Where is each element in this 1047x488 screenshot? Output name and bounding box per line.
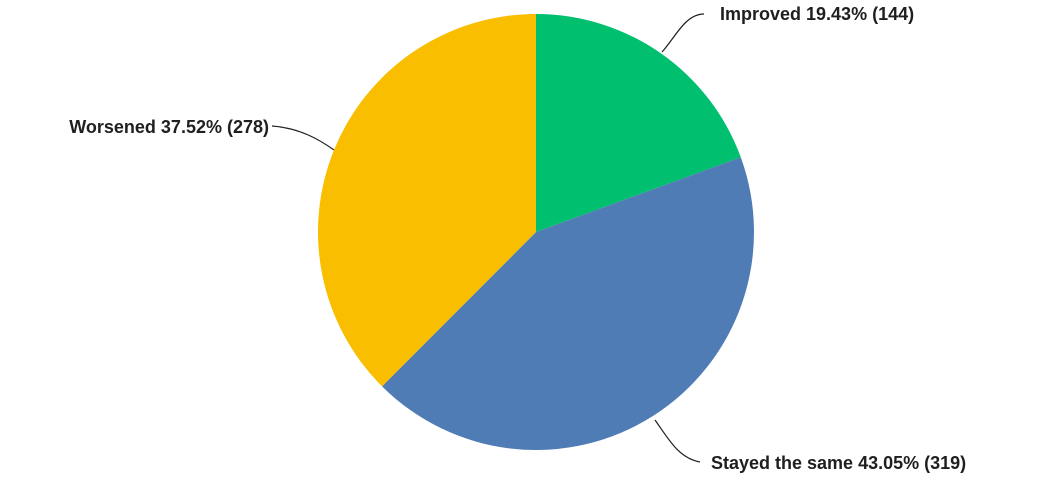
leader-lines	[271, 13, 705, 463]
pie-slices	[318, 14, 754, 450]
leader-line-improved	[661, 13, 705, 53]
slice-label-worsened: Worsened 37.52% (278)	[69, 117, 269, 137]
slice-labels: Improved 19.43% (144) Stayed the same 43.…	[69, 4, 966, 473]
pie-slice-worsened	[318, 14, 536, 387]
leader-line-stayed-the-same	[654, 419, 701, 463]
leader-line-worsened	[271, 125, 335, 151]
slice-label-stayed-the-same: Stayed the same 43.05% (319)	[711, 453, 966, 473]
slice-label-improved: Improved 19.43% (144)	[720, 4, 914, 24]
pie-slice-stayed-the-same	[382, 157, 754, 450]
pie-slice-improved	[536, 14, 741, 232]
